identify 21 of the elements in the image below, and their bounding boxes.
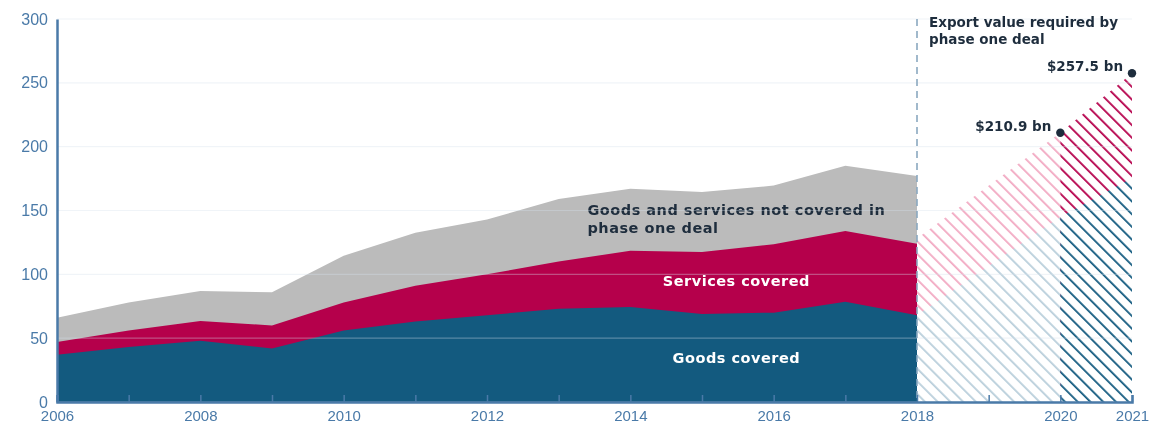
ref-line-label: Export value required by phase one deal [929, 14, 1119, 47]
y-tick-label: 250 [21, 74, 49, 92]
annotation: $257.5 bn [1046, 58, 1123, 75]
x-tick-label: 2008 [184, 406, 218, 423]
x-tick-label: 2014 [614, 406, 648, 423]
x-tick-label: 2010 [327, 406, 361, 423]
x-tick-label: 2018 [900, 406, 935, 423]
y-tick-label: 50 [30, 329, 49, 347]
series-label: Goods covered [672, 349, 801, 366]
x-tick-label: 2021 [1115, 406, 1150, 423]
y-tick-label: 150 [21, 202, 49, 220]
y-tick-label: 0 [39, 393, 49, 411]
series-label: Services covered [662, 272, 810, 289]
y-tick-label: 200 [21, 138, 49, 156]
x-tick-label: 2016 [757, 406, 791, 423]
y-tick-label: 100 [21, 265, 49, 283]
x-tick-label: 2020 [1044, 406, 1078, 423]
annotation: $210.9 bn [975, 117, 1052, 134]
y-tick-label: 300 [21, 10, 49, 28]
series-label: Goods and services not covered in phase one deal [587, 201, 886, 236]
x-tick-label: 2012 [470, 406, 505, 423]
